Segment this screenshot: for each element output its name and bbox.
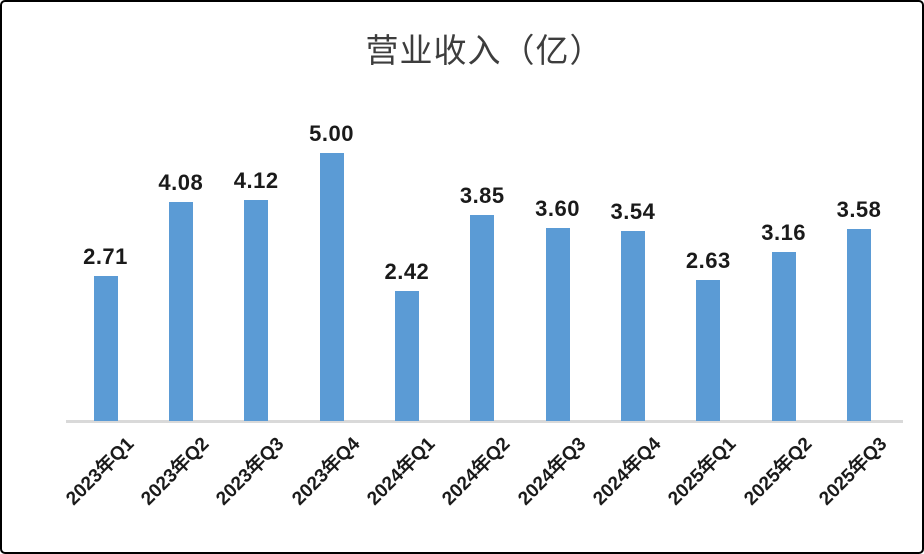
- bar-value-label: 3.60: [535, 196, 580, 221]
- bar-value-label: 2.42: [384, 259, 430, 284]
- bar-value-label: 3.58: [836, 197, 882, 222]
- bar-value-label: 4.12: [233, 168, 279, 193]
- bar: [545, 228, 570, 421]
- bar: [620, 231, 645, 421]
- bar: [93, 276, 118, 421]
- bar: [244, 200, 269, 421]
- bar: [319, 153, 344, 421]
- x-axis-line: [66, 420, 903, 423]
- bar-value-label: 5.00: [309, 121, 354, 146]
- bar-value-label: 2.71: [83, 244, 128, 269]
- chart-title: 营业收入（亿）: [365, 32, 604, 69]
- bar: [847, 229, 871, 421]
- bar-value-label: 2.63: [685, 248, 731, 273]
- bar-value-label: 3.85: [459, 183, 505, 208]
- bar: [696, 280, 721, 421]
- bar: [771, 252, 796, 421]
- bar: [394, 291, 419, 421]
- bar: [168, 202, 193, 421]
- bar: [470, 215, 495, 421]
- bar-value-label: 3.16: [761, 220, 807, 245]
- bar-value-label: 3.54: [610, 199, 656, 224]
- bar-value-label: 4.08: [158, 170, 204, 195]
